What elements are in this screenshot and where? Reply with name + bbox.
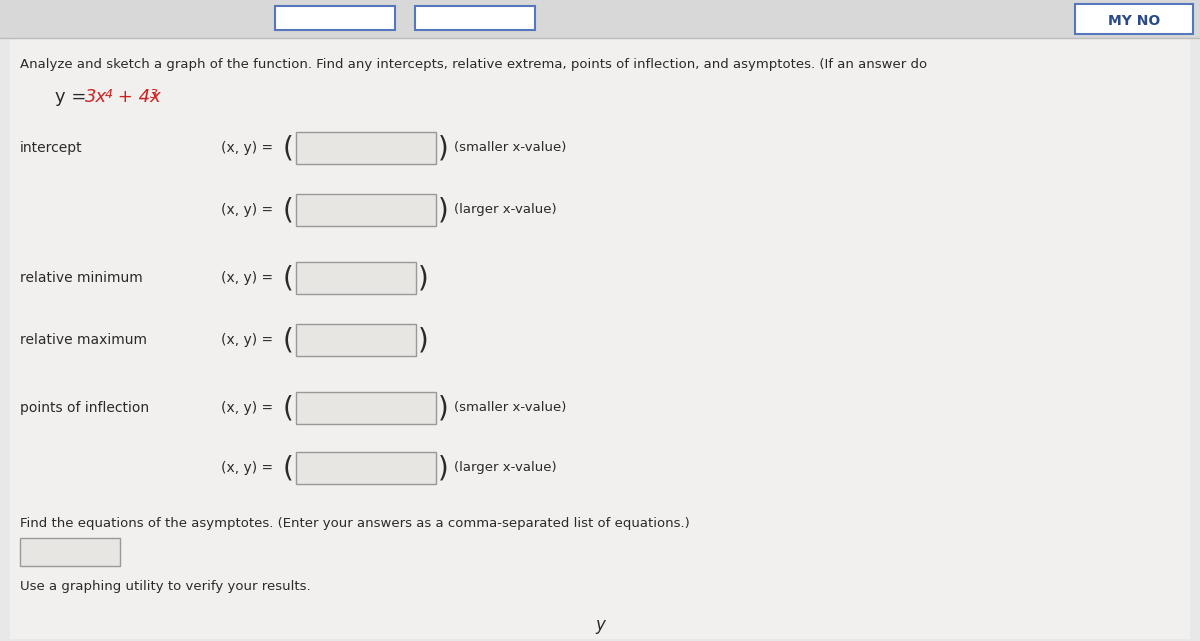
Text: (larger x-value): (larger x-value) — [454, 203, 557, 217]
Text: relative minimum: relative minimum — [20, 271, 143, 285]
Text: (: ( — [283, 454, 294, 482]
Bar — [1075, 4, 1193, 34]
Text: Analyze and sketch a graph of the function. Find any intercepts, relative extrem: Analyze and sketch a graph of the functi… — [20, 58, 928, 71]
Text: (larger x-value): (larger x-value) — [454, 462, 557, 474]
Text: points of inflection: points of inflection — [20, 401, 149, 415]
Text: (: ( — [283, 264, 294, 292]
Text: (x, y) =: (x, y) = — [221, 271, 274, 285]
Text: + 4x: + 4x — [112, 88, 161, 106]
Text: ): ) — [438, 134, 449, 162]
Text: ): ) — [438, 454, 449, 482]
Text: (x, y) =: (x, y) = — [221, 141, 274, 155]
Text: relative maximum: relative maximum — [20, 333, 148, 347]
Text: (: ( — [283, 134, 294, 162]
Text: y =: y = — [55, 88, 92, 106]
Text: y: y — [595, 616, 605, 634]
Bar — [296, 324, 416, 356]
Text: (x, y) =: (x, y) = — [221, 333, 274, 347]
Bar — [296, 194, 436, 226]
Text: (x, y) =: (x, y) = — [221, 203, 274, 217]
Bar — [296, 452, 436, 484]
Text: (x, y) =: (x, y) = — [221, 461, 274, 475]
Text: (smaller x-value): (smaller x-value) — [454, 401, 566, 415]
Text: (smaller x-value): (smaller x-value) — [454, 142, 566, 154]
Bar — [20, 538, 120, 566]
Text: (: ( — [283, 196, 294, 224]
Text: Find the equations of the asymptotes. (Enter your answers as a comma-separated l: Find the equations of the asymptotes. (E… — [20, 517, 690, 530]
Text: ): ) — [418, 264, 428, 292]
Text: intercept: intercept — [20, 141, 83, 155]
Text: 4: 4 — [106, 88, 113, 101]
Bar — [415, 6, 535, 30]
Bar — [296, 132, 436, 164]
Text: (: ( — [283, 394, 294, 422]
Bar — [0, 0, 1200, 38]
Text: ): ) — [418, 326, 428, 354]
Text: 3: 3 — [150, 88, 158, 101]
Text: 3x: 3x — [85, 88, 107, 106]
Bar — [275, 6, 395, 30]
Text: (: ( — [283, 326, 294, 354]
Bar — [296, 262, 416, 294]
Bar — [296, 392, 436, 424]
Text: Use a graphing utility to verify your results.: Use a graphing utility to verify your re… — [20, 580, 311, 593]
Text: ): ) — [438, 196, 449, 224]
Text: (x, y) =: (x, y) = — [221, 401, 274, 415]
Text: ): ) — [438, 394, 449, 422]
Text: MY NO: MY NO — [1108, 14, 1160, 28]
